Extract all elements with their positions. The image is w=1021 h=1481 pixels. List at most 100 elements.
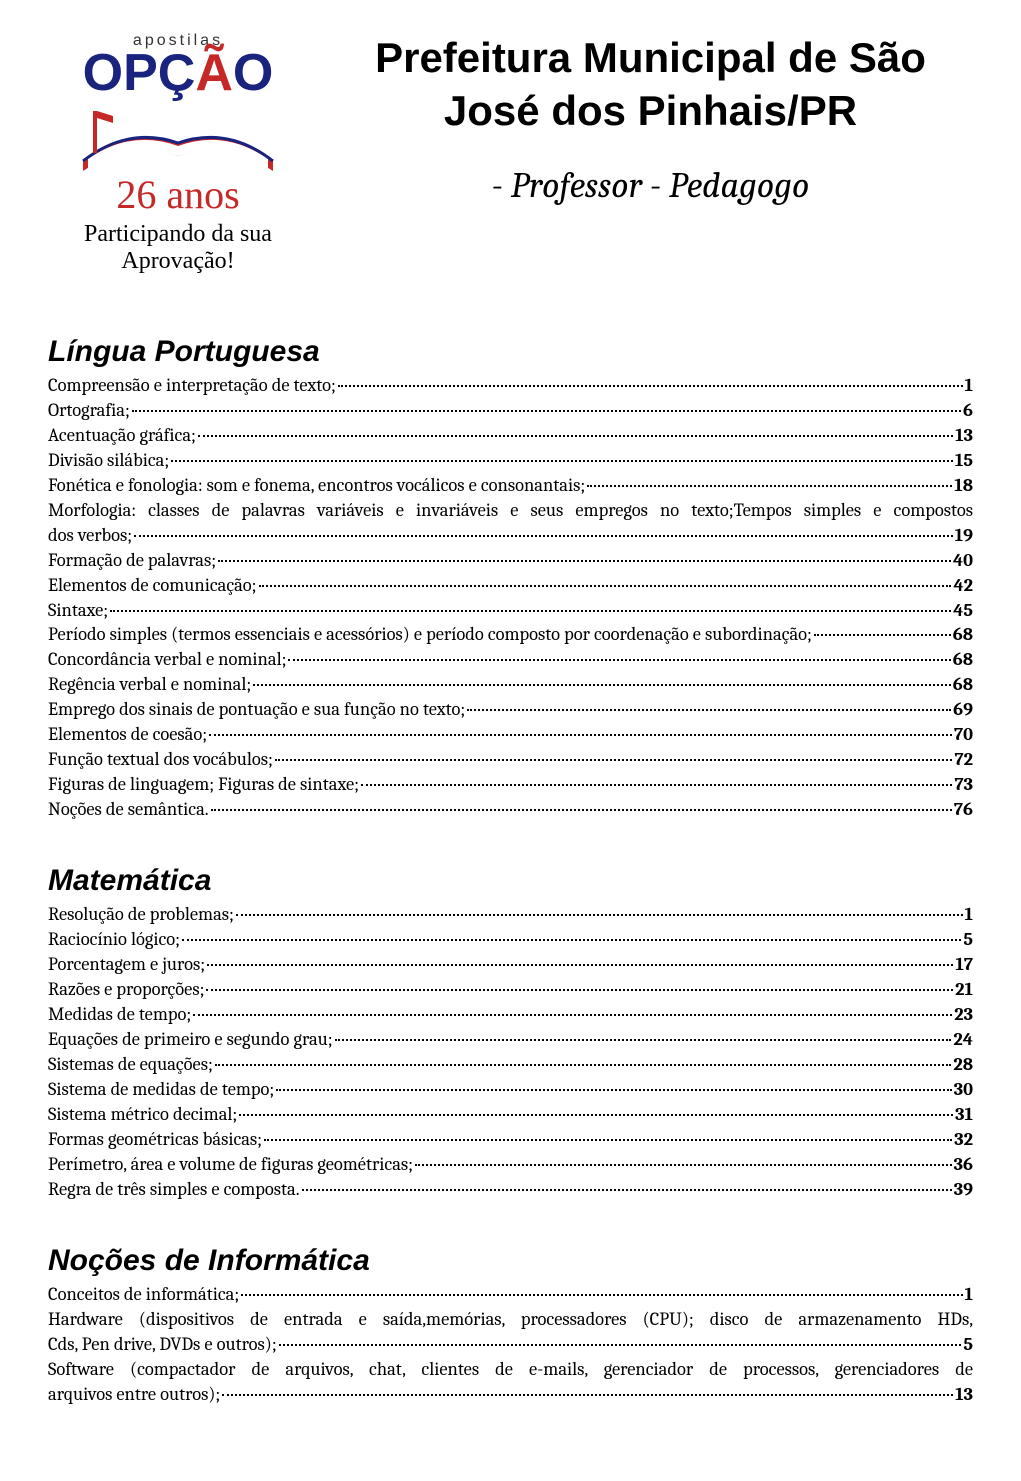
toc-dots bbox=[302, 1189, 952, 1191]
toc-dots bbox=[134, 535, 952, 537]
toc-entry: Formas geométricas básicas;32 bbox=[48, 1127, 973, 1152]
toc-page-number: 36 bbox=[954, 1152, 973, 1177]
toc-entry-label: Sintaxe; bbox=[48, 598, 108, 623]
toc-dots bbox=[253, 684, 951, 686]
toc-entry: Perímetro, área e volume de figuras geom… bbox=[48, 1152, 973, 1177]
toc-entry-label: Acentuação gráfica; bbox=[48, 423, 196, 448]
toc-entry-label: Função textual dos vocábulos; bbox=[48, 747, 273, 772]
toc-page-number: 73 bbox=[954, 772, 973, 797]
toc-entry-text: Software (compactador de arquivos, chat,… bbox=[48, 1357, 973, 1382]
toc-entry-lastline: arquivos entre outros);13 bbox=[48, 1382, 973, 1407]
toc-entry-label: Compreensão e interpretação de texto; bbox=[48, 373, 336, 398]
toc-dots bbox=[335, 1039, 952, 1041]
logo-anos: 26 anos bbox=[48, 175, 308, 215]
toc-entry: Fonética e fonologia: som e fonema, enco… bbox=[48, 473, 973, 498]
toc-entry: Formação de palavras; 40 bbox=[48, 548, 973, 573]
toc-entry: Regra de três simples e composta.39 bbox=[48, 1177, 973, 1202]
toc-entry: Sintaxe; 45 bbox=[48, 598, 973, 623]
page: apostilas OPÇÃO 26 anos Participando da … bbox=[0, 0, 1021, 1481]
toc-page-number: 1 bbox=[965, 1282, 973, 1307]
toc-entry: Divisão silábica;15 bbox=[48, 448, 973, 473]
toc-entry-label: dos verbos; bbox=[48, 523, 132, 548]
toc-entry-text: Hardware (dispositivos de entrada e saíd… bbox=[48, 1307, 973, 1332]
toc-dots bbox=[171, 460, 953, 462]
toc-entry: Raciocínio lógico;5 bbox=[48, 927, 973, 952]
logo-brand: OPÇÃO bbox=[48, 50, 308, 97]
toc-entry: Regência verbal e nominal; 68 bbox=[48, 672, 973, 697]
toc-entry: Compreensão e interpretação de texto; 1 bbox=[48, 373, 973, 398]
toc-entry: Concordância verbal e nominal;68 bbox=[48, 647, 973, 672]
toc-dots bbox=[218, 560, 951, 562]
toc-entry: Ortografia; 6 bbox=[48, 398, 973, 423]
toc-page-number: 18 bbox=[954, 473, 973, 498]
toc-page-number: 28 bbox=[953, 1052, 973, 1077]
toc-page-number: 30 bbox=[954, 1077, 973, 1102]
toc-entry-label: Formação de palavras; bbox=[48, 548, 216, 573]
toc-entry-label: Sistemas de equações; bbox=[48, 1052, 213, 1077]
toc-page-number: 70 bbox=[954, 722, 973, 747]
toc-page-number: 6 bbox=[963, 398, 973, 423]
toc-page-number: 23 bbox=[954, 1002, 973, 1027]
toc-entry-label: Raciocínio lógico; bbox=[48, 927, 180, 952]
toc-entry-label: Cds, Pen drive, DVDs e outros); bbox=[48, 1332, 277, 1357]
toc-page-number: 45 bbox=[953, 598, 973, 623]
toc-entry-label: Regra de três simples e composta. bbox=[48, 1177, 300, 1202]
toc-entry-label: Conceitos de informática; bbox=[48, 1282, 239, 1307]
toc-entry-label: Perímetro, área e volume de figuras geom… bbox=[48, 1152, 413, 1177]
toc-page-number: 1 bbox=[965, 373, 973, 398]
toc-page-number: 13 bbox=[955, 423, 973, 448]
toc-entry-label: Regência verbal e nominal; bbox=[48, 672, 251, 697]
toc-page-number: 68 bbox=[953, 672, 973, 697]
toc-dots bbox=[211, 809, 952, 811]
toc-dots bbox=[206, 989, 953, 991]
toc-entry-label: Divisão silábica; bbox=[48, 448, 169, 473]
toc-page-number: 76 bbox=[954, 797, 973, 822]
toc-dots bbox=[241, 1294, 962, 1296]
toc-entry: Conceitos de informática; 1 bbox=[48, 1282, 973, 1307]
section-title: Noções de Informática bbox=[48, 1244, 973, 1278]
toc-page-number: 40 bbox=[953, 548, 973, 573]
toc-page-number: 21 bbox=[955, 977, 973, 1002]
toc-entry-label: Equações de primeiro e segundo grau; bbox=[48, 1027, 333, 1052]
toc-entry-label: Porcentagem e juros; bbox=[48, 952, 205, 977]
toc-entry: Noções de semântica. 76 bbox=[48, 797, 973, 822]
toc-entry-text: Morfologia: classes de palavras variávei… bbox=[48, 498, 973, 523]
toc-entry-label: Medidas de tempo; bbox=[48, 1002, 191, 1027]
toc-dots bbox=[236, 914, 963, 916]
toc-dots bbox=[198, 435, 953, 437]
toc-entry-label: Emprego dos sinais de pontuação e sua fu… bbox=[48, 697, 465, 722]
toc-page-number: 32 bbox=[954, 1127, 973, 1152]
toc-page-number: 24 bbox=[953, 1027, 973, 1052]
toc-entry: Sistema de medidas de tempo;30 bbox=[48, 1077, 973, 1102]
toc-dots bbox=[110, 610, 951, 612]
toc-dots bbox=[193, 1014, 952, 1016]
toc-entry-label: Noções de semântica. bbox=[48, 797, 209, 822]
toc-dots bbox=[279, 1344, 962, 1346]
toc-entry: Software (compactador de arquivos, chat,… bbox=[48, 1357, 973, 1407]
toc-entry-label: Ortografia; bbox=[48, 398, 130, 423]
toc-entry-label: Elementos de comunicação; bbox=[48, 573, 257, 598]
toc-page-number: 68 bbox=[953, 622, 973, 647]
toc-entry: Elementos de coesão;70 bbox=[48, 722, 973, 747]
toc-entry: Hardware (dispositivos de entrada e saíd… bbox=[48, 1307, 973, 1357]
toc-entry: Função textual dos vocábulos;72 bbox=[48, 747, 973, 772]
toc-dots bbox=[222, 1394, 953, 1396]
toc-dots bbox=[182, 939, 961, 941]
toc-entry: Resolução de problemas;1 bbox=[48, 902, 973, 927]
toc-dots bbox=[587, 485, 952, 487]
main-title: Prefeitura Municipal de São José dos Pin… bbox=[328, 32, 973, 137]
toc-dots bbox=[338, 385, 963, 387]
toc-entry: Morfologia: classes de palavras variávei… bbox=[48, 498, 973, 548]
toc-page-number: 1 bbox=[965, 902, 973, 927]
title-block: Prefeitura Municipal de São José dos Pin… bbox=[328, 32, 973, 206]
toc-page-number: 13 bbox=[955, 1382, 973, 1407]
logo: apostilas OPÇÃO 26 anos Participando da … bbox=[48, 32, 308, 275]
toc-dots bbox=[288, 659, 950, 661]
toc-dots bbox=[276, 1089, 951, 1091]
toc-entry: Emprego dos sinais de pontuação e sua fu… bbox=[48, 697, 973, 722]
toc-entry: Acentuação gráfica; 13 bbox=[48, 423, 973, 448]
toc-dots bbox=[209, 734, 952, 736]
toc-entry-label: Concordância verbal e nominal; bbox=[48, 647, 286, 672]
toc-dots bbox=[264, 1139, 952, 1141]
toc-sections: Língua PortuguesaCompreensão e interpret… bbox=[48, 335, 973, 1407]
